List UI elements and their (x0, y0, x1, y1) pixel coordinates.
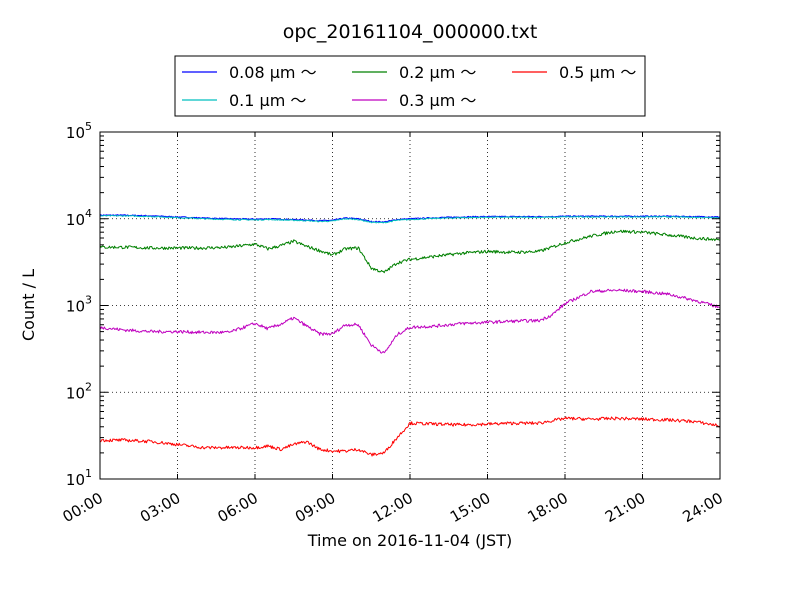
x-axis-label: Time on 2016-11-04 (JST) (307, 531, 512, 550)
y-tick-base: 10 (66, 211, 85, 229)
y-tick-base: 10 (66, 471, 85, 489)
y-tick-label: 102 (66, 380, 92, 402)
series-lines (99, 214, 721, 457)
y-tick-base: 10 (66, 124, 85, 142)
legend-label-3: 0.3 μm ～ (399, 91, 476, 110)
y-tick-label: 101 (66, 467, 92, 489)
series-line-2 (99, 229, 721, 274)
legend-box (174, 55, 646, 117)
y-tick-exponent: 5 (85, 120, 92, 133)
legend-label-0: 0.08 μm ～ (229, 63, 317, 82)
legend: 0.08 μm ～ 0.1 μm ～ 0.2 μm ～ 0.3 μm ～ 0.5 μm … (174, 55, 646, 117)
y-tick-base: 10 (66, 298, 85, 316)
y-tick-exponent: 2 (85, 380, 92, 393)
y-tick-label: 103 (66, 294, 92, 316)
legend-label-2: 0.2 μm ～ (399, 63, 476, 82)
y-tick-label: 105 (66, 120, 92, 142)
y-axis-label: Count / L (19, 269, 38, 341)
chart-title: opc_20161104_000000.txt (283, 21, 538, 43)
series-line-3 (99, 288, 721, 354)
y-tick-exponent: 1 (85, 467, 92, 480)
y-tick-label: 104 (66, 207, 92, 229)
y-tick-exponent: 3 (85, 294, 92, 307)
y-tick-exponent: 4 (85, 207, 92, 220)
legend-label-1: 0.1 μm ～ (229, 91, 306, 110)
legend-label-4: 0.5 μm ～ (559, 63, 636, 82)
y-tick-base: 10 (66, 384, 85, 402)
series-line-1 (99, 214, 721, 224)
series-line-4 (99, 416, 721, 457)
grid (100, 132, 720, 479)
